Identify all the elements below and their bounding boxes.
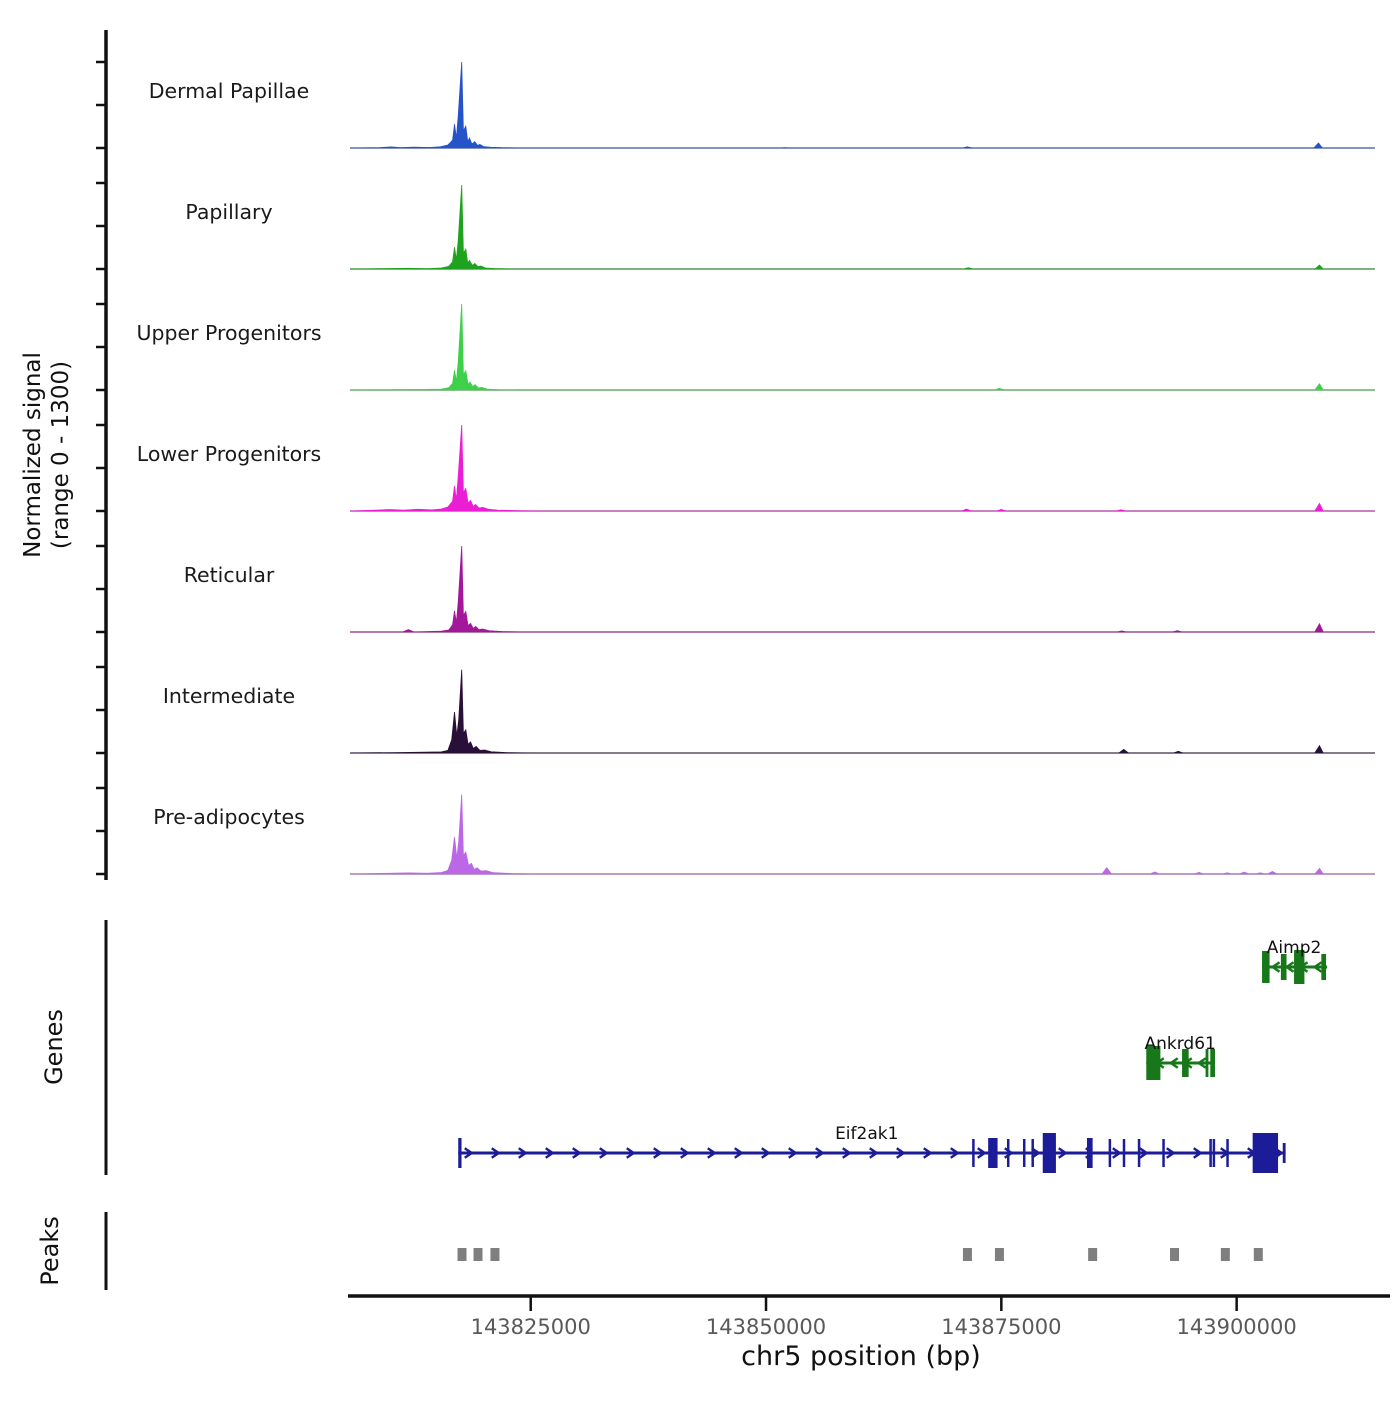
y-axis-label-line1: Normalized signal (20, 352, 46, 558)
gene-exon-eif2ak1 (1086, 1138, 1093, 1168)
peak-marker (490, 1248, 500, 1261)
track-signal-pre-adipocytes (349, 794, 1375, 875)
gene-strand-arrow (1031, 1147, 1041, 1159)
x-axis-tick-label: 143850000 (706, 1315, 826, 1339)
gene-strand-arrow (896, 1147, 906, 1159)
gene-exon-eif2ak1 (1226, 1139, 1229, 1167)
gene-strand-arrow (626, 1147, 636, 1159)
track-label-reticular: Reticular (184, 563, 275, 587)
gene-strand-arrow (1166, 1147, 1176, 1159)
gene-strand-arrow (1312, 961, 1323, 973)
gene-exon-eif2ak1 (1212, 1139, 1216, 1167)
gene-strand-arrow (545, 1147, 555, 1159)
gene-strand-arrow (491, 1147, 501, 1159)
x-axis-tick-label: 143875000 (941, 1315, 1061, 1339)
gene-strand-arrow (1193, 1147, 1203, 1159)
gene-exon-eif2ak1 (1252, 1133, 1279, 1173)
peak-marker (457, 1248, 467, 1261)
gene-strand-arrow (1139, 1147, 1149, 1159)
peak-marker (1220, 1248, 1230, 1261)
gene-strand-arrow (869, 1147, 879, 1159)
gene-strand-arrow (572, 1147, 582, 1159)
peaks-group (104, 1212, 1263, 1290)
gene-label-eif2ak1: Eif2ak1 (835, 1124, 898, 1144)
track-label-intermediate: Intermediate (163, 684, 295, 708)
gene-exon-ankrd61 (1210, 1049, 1215, 1077)
peaks-section-label: Peaks (36, 1216, 64, 1286)
track-label-lower-progenitors: Lower Progenitors (137, 442, 321, 466)
gene-strand-arrow (680, 1147, 690, 1159)
gene-strand-arrow (734, 1147, 744, 1159)
track-signal-lower-progenitors (349, 424, 1375, 512)
gene-strand-arrow (1284, 961, 1295, 973)
gene-label-aimp2: Aimp2 (1267, 938, 1322, 958)
peak-marker (1088, 1248, 1098, 1261)
gene-strand-arrow (653, 1147, 663, 1159)
track-label-dermal-papillae: Dermal Papillae (149, 79, 310, 103)
gene-exon-eif2ak1 (988, 1138, 998, 1168)
peak-marker (473, 1248, 483, 1261)
gene-exon-eif2ak1 (1162, 1139, 1165, 1167)
track-signal-dermal-papillae (349, 61, 1375, 149)
gene-strand-arrow (977, 1147, 987, 1159)
x-axis-tick-label: 143900000 (1177, 1315, 1297, 1339)
gene-exon-eif2ak1 (1006, 1139, 1010, 1167)
gene-label-ankrd61: Ankrd61 (1144, 1034, 1215, 1054)
gene-exon-aimp2 (1321, 954, 1327, 980)
gene-exon-eif2ak1 (1022, 1139, 1026, 1167)
track-label-papillary: Papillary (185, 200, 272, 224)
gene-exon-eif2ak1 (1282, 1143, 1286, 1163)
gene-exon-aimp2 (1262, 951, 1270, 983)
gene-strand-arrow (815, 1147, 825, 1159)
track-signal-reticular (350, 545, 1375, 633)
track-label-pre-adipocytes: Pre-adipocytes (153, 805, 305, 829)
gene-exon-ankrd61 (1205, 1049, 1209, 1077)
peak-marker (1170, 1248, 1180, 1261)
peak-marker (1253, 1248, 1263, 1261)
gene-exon-eif2ak1 (1031, 1139, 1034, 1167)
gene-exon-eif2ak1 (1042, 1133, 1056, 1173)
peak-marker (994, 1248, 1004, 1261)
gene-strand-arrow (1196, 1057, 1207, 1069)
gene-strand-arrow (950, 1147, 960, 1159)
genes-section-label: Genes (40, 1009, 68, 1085)
x-axis-group: 143825000 143850000 143875000 143900000 (348, 1294, 1390, 1339)
track-label-upper-progenitors: Upper Progenitors (136, 321, 321, 345)
signal-tracks-group: Dermal Papillae Papillary Upper Progenitor… (96, 30, 1375, 880)
gene-strand-arrow (599, 1147, 609, 1159)
gene-strand-arrow (1112, 1147, 1122, 1159)
gene-strand-arrow (788, 1147, 798, 1159)
track-signal-intermediate (349, 669, 1375, 754)
gene-strand-arrow (842, 1147, 852, 1159)
y-axis-label-line2: (range 0 - 1300) (48, 361, 74, 549)
x-axis-title: chr5 position (bp) (741, 1341, 981, 1372)
gene-exon-ankrd61 (1182, 1049, 1189, 1077)
gene-strand-arrow (923, 1147, 933, 1159)
gene-exon-eif2ak1 (1108, 1139, 1112, 1167)
gene-strand-arrow (707, 1147, 717, 1159)
x-axis-tick-label: 143825000 (471, 1315, 591, 1339)
track-signal-papillary (349, 184, 1375, 270)
gene-exon-aimp2 (1294, 950, 1305, 984)
gene-exon-eif2ak1 (1137, 1139, 1141, 1167)
peak-marker (962, 1248, 972, 1261)
gene-exon-eif2ak1 (1122, 1139, 1126, 1167)
track-signal-upper-progenitors (349, 303, 1375, 391)
gene-strand-arrow (518, 1147, 528, 1159)
gene-strand-arrow (1058, 1147, 1068, 1159)
gene-strand-arrow (1168, 1057, 1179, 1069)
gene-exon-eif2ak1 (972, 1139, 975, 1167)
gene-strand-arrow (761, 1147, 771, 1159)
gene-exon-eif2ak1 (458, 1138, 462, 1168)
gene-exon-eif2ak1 (1209, 1139, 1212, 1167)
genes-group: Aimp2 Ankrd61 Eif2ak1 (104, 920, 1327, 1175)
gene-strand-arrow (464, 1147, 474, 1159)
gene-exon-ankrd61 (1146, 1046, 1161, 1080)
gene-exon-aimp2 (1280, 954, 1287, 980)
gene-strand-arrow (1270, 961, 1281, 973)
